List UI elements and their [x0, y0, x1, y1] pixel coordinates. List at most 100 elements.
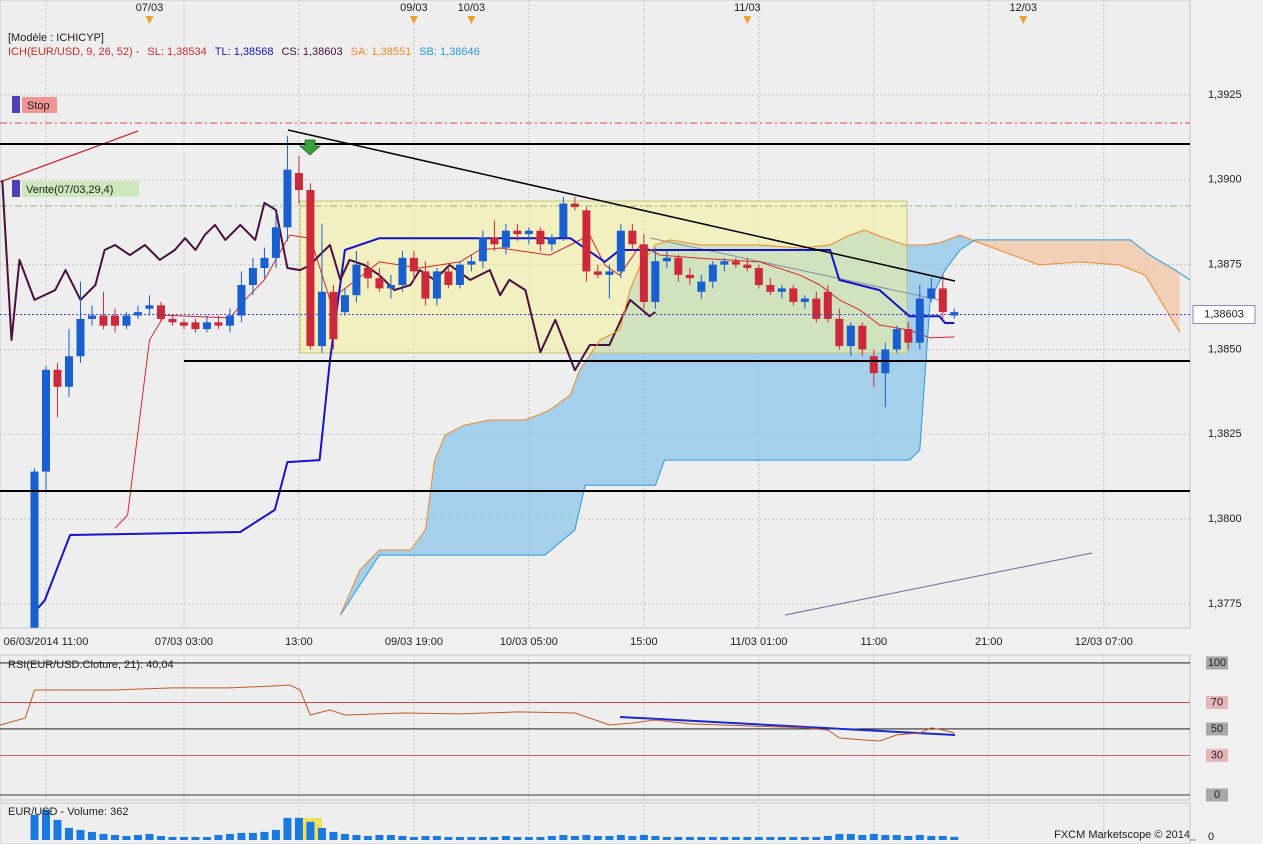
- volume-bar: [467, 836, 476, 840]
- volume-bar: [674, 836, 683, 840]
- candle-body: [444, 271, 453, 285]
- candle-body: [927, 288, 936, 299]
- candle-body: [133, 312, 142, 316]
- volume-bar: [133, 834, 142, 840]
- volume-bar: [754, 836, 763, 840]
- volume-bar: [605, 835, 614, 840]
- volume-bar: [248, 832, 257, 840]
- candle-body: [375, 278, 384, 289]
- candle-body: [720, 261, 729, 265]
- tick-box: [1206, 696, 1228, 710]
- candle-body: [306, 189, 315, 347]
- trend-line: [649, 237, 941, 301]
- volume-bar: [363, 835, 372, 840]
- candle-body: [237, 284, 246, 316]
- volume-bar: [41, 809, 50, 840]
- volume-bar: [881, 834, 890, 840]
- volume-bar: [271, 829, 280, 840]
- tick-box: [1206, 748, 1228, 762]
- trend-line: [784, 552, 1093, 616]
- candle-body: [812, 298, 821, 319]
- candle-body: [122, 315, 131, 326]
- volume-bar: [513, 836, 522, 840]
- volume-bar: [823, 835, 832, 840]
- candle-body: [593, 271, 602, 275]
- volume-bar: [260, 831, 269, 840]
- y-tick-label: 1,3800: [1208, 513, 1242, 525]
- candle-body: [823, 291, 832, 319]
- top-date-label: 07/03: [136, 2, 164, 14]
- indicator-line: [33, 237, 955, 613]
- candle-body: [156, 305, 165, 319]
- candle-body: [30, 471, 39, 628]
- candle-body: [53, 369, 62, 387]
- rsi-title: RSI(EUR/USD.Cloture, 21): 40,04: [8, 659, 174, 671]
- last-price-box: [1192, 305, 1256, 325]
- candle-body: [329, 291, 338, 340]
- volume-bar: [846, 833, 855, 840]
- candles: [0, 135, 1190, 628]
- tick-box: [1206, 656, 1228, 670]
- candle-body: [64, 356, 73, 387]
- x-tick-label: 11:00: [860, 636, 887, 648]
- volume-bar: [915, 834, 924, 840]
- stop-label: Stop: [27, 100, 50, 112]
- volume-bar: [708, 836, 717, 840]
- candle-body: [214, 322, 223, 326]
- legend: ICH(EUR/USD, 9, 26, 52) - SL: 1,38534 TL: …: [8, 46, 480, 58]
- volume-bar: [927, 835, 936, 840]
- candle-body: [662, 257, 671, 262]
- candle-body: [685, 274, 694, 279]
- volume-bar: [524, 836, 533, 840]
- candle-body: [87, 315, 96, 319]
- candle-body: [754, 268, 763, 285]
- volume-bar: [892, 834, 901, 840]
- date-marker: [409, 16, 418, 24]
- candle-body: [904, 329, 913, 343]
- candle-body: [317, 291, 326, 347]
- volume-bar: [490, 836, 499, 840]
- candle-body: [547, 237, 556, 245]
- volume-bar: [697, 836, 706, 840]
- volume-bar: [547, 835, 556, 840]
- indicator-line: [114, 234, 955, 529]
- candle-body: [168, 318, 177, 323]
- volume-bar: [639, 834, 648, 840]
- legend-entry: CS: 1,38603: [281, 46, 342, 58]
- volume-bar: [800, 836, 809, 840]
- axes: 06/03/2014 11:00 07/03 03:00 13:00 09/03 19…: [4, 2, 1256, 843]
- tick-box: [1206, 788, 1228, 802]
- legend-prefix: ICH(EUR/USD, 9, 26, 52) -: [8, 46, 140, 58]
- candle-body: [651, 261, 660, 302]
- volume-bar: [421, 835, 430, 840]
- drawings: Stop Vente(07/03,29,4): [0, 96, 1190, 840]
- volume-bar: [294, 817, 303, 840]
- volume-bar: [628, 835, 637, 840]
- footer: FXCM Marketscope © 2014: [1054, 829, 1190, 841]
- indicator-line: [1, 180, 656, 372]
- x-tick-label: 13:00: [285, 636, 313, 648]
- x-tick-label: 09/03 19:00: [385, 636, 443, 648]
- candle-body: [271, 227, 280, 258]
- candle-body: [835, 318, 844, 347]
- candle-body: [915, 298, 924, 343]
- y-tick-label: 70: [1211, 696, 1223, 708]
- sell-label: Vente(07/03,29,4): [26, 184, 113, 196]
- candle-body: [191, 322, 200, 330]
- volume-bar: [858, 834, 867, 840]
- date-marker: [467, 16, 476, 24]
- candle-body: [386, 284, 395, 289]
- date-marker: [1019, 16, 1028, 24]
- volume-bar: [720, 836, 729, 840]
- y-tick-label: 0: [1214, 789, 1220, 801]
- candle-body: [789, 288, 798, 302]
- candle-body: [340, 295, 349, 313]
- candle-body: [248, 268, 257, 285]
- date-marker: [743, 16, 752, 24]
- candle-body: [490, 237, 499, 245]
- y-tick-label: 30: [1211, 749, 1223, 761]
- y-tick-label: 1,3925: [1208, 89, 1242, 101]
- candle-body: [697, 281, 706, 292]
- volume-bar: [317, 827, 326, 840]
